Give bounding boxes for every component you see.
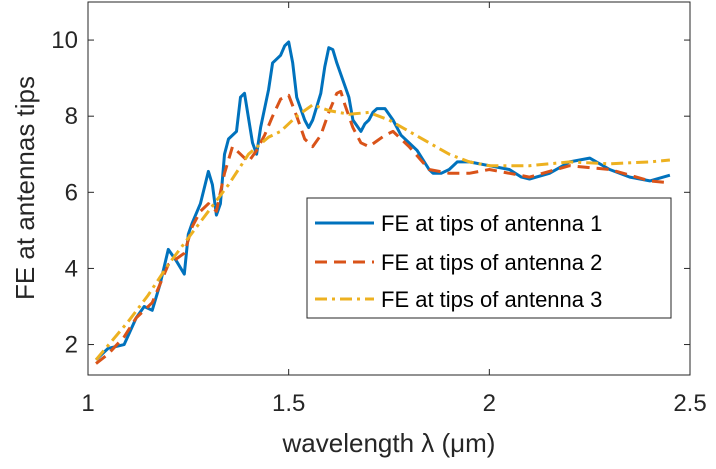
y-tick-label: 10	[51, 27, 78, 54]
series-layer	[94, 40, 671, 365]
x-axis-title: wavelength λ (μm)	[282, 428, 496, 458]
y-axis-ticks: 2 4 6 8 10	[51, 27, 690, 359]
series-line-2	[95, 89, 671, 365]
legend-label-2: FE at tips of antenna 2	[381, 250, 602, 275]
y-axis-title: FE at antennas tips	[10, 76, 40, 300]
legend-label-1: FE at tips of antenna 1	[381, 211, 602, 236]
x-tick-label: 1	[81, 390, 94, 417]
legend-label-3: FE at tips of antenna 3	[381, 287, 602, 312]
y-tick-label: 4	[65, 255, 78, 282]
y-tick-label: 2	[65, 332, 78, 359]
y-tick-label: 8	[65, 103, 78, 130]
x-tick-label: 2	[483, 390, 496, 417]
y-tick-label: 6	[65, 179, 78, 206]
legend: FE at tips of antenna 1 FE at tips of an…	[306, 197, 672, 319]
plot-area	[88, 2, 690, 375]
x-tick-label: 1.5	[272, 390, 305, 417]
x-axis-ticks: 1 1.5 2 2.5	[81, 2, 707, 417]
x-tick-label: 2.5	[673, 390, 706, 417]
plot-frame	[87, 1, 691, 376]
series-line-3	[94, 103, 671, 361]
